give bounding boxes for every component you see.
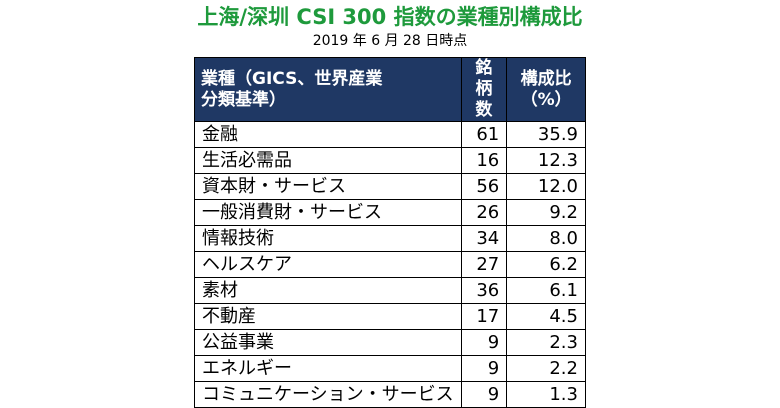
composition-ratio: 2.2 <box>506 355 586 382</box>
sector-name: 資本財・サービス <box>194 173 462 200</box>
header-sector-line2: 分類基準） <box>201 89 286 110</box>
header-count: 銘柄数 <box>460 57 508 122</box>
sector-name: 公益事業 <box>194 329 462 356</box>
stock-count: 9 <box>460 329 508 356</box>
table-row: 生活必需品 16 12.3 <box>194 147 586 174</box>
stock-count: 9 <box>460 355 508 382</box>
composition-ratio: 9.2 <box>506 199 586 226</box>
header-sector: 業種（GICS、世界産業 分類基準） <box>194 57 462 122</box>
composition-ratio: 8.0 <box>506 225 586 252</box>
sector-composition-table: 業種（GICS、世界産業 分類基準） 銘柄数 構成比（%） 金融 61 35.9… <box>194 57 586 408</box>
table-row: 素材 36 6.1 <box>194 277 586 304</box>
stock-count: 34 <box>460 225 508 252</box>
composition-ratio: 2.3 <box>506 329 586 356</box>
sector-name: 生活必需品 <box>194 147 462 174</box>
table-row: 情報技術 34 8.0 <box>194 225 586 252</box>
table-row: 金融 61 35.9 <box>194 121 586 148</box>
sector-name: 素材 <box>194 277 462 304</box>
stock-count: 56 <box>460 173 508 200</box>
sector-name: 金融 <box>194 121 462 148</box>
composition-ratio: 6.1 <box>506 277 586 304</box>
composition-ratio: 1.3 <box>506 381 586 408</box>
stock-count: 61 <box>460 121 508 148</box>
stock-count: 17 <box>460 303 508 330</box>
composition-ratio: 12.0 <box>506 173 586 200</box>
sector-name: 一般消費財・サービス <box>194 199 462 226</box>
table-row: 公益事業 9 2.3 <box>194 329 586 356</box>
stock-count: 27 <box>460 251 508 278</box>
page-title: 上海/深圳 CSI 300 指数の業種別構成比 <box>197 5 583 29</box>
composition-ratio: 35.9 <box>506 121 586 148</box>
table-row: コミュニケーション・サービス 9 1.3 <box>194 381 586 408</box>
stock-count: 9 <box>460 381 508 408</box>
table-body: 金融 61 35.9 生活必需品 16 12.3 資本財・サービス 56 12.… <box>194 121 586 408</box>
sector-name: 不動産 <box>194 303 462 330</box>
composition-ratio: 12.3 <box>506 147 586 174</box>
table-row: ヘルスケア 27 6.2 <box>194 251 586 278</box>
stock-count: 16 <box>460 147 508 174</box>
composition-ratio: 6.2 <box>506 251 586 278</box>
sector-name: 情報技術 <box>194 225 462 252</box>
as-of-date: 2019 年 6 月 28 日時点 <box>312 33 468 49</box>
composition-ratio: 4.5 <box>506 303 586 330</box>
table-header-row: 業種（GICS、世界産業 分類基準） 銘柄数 構成比（%） <box>194 57 586 122</box>
sector-name: エネルギー <box>194 355 462 382</box>
table-row: エネルギー 9 2.2 <box>194 355 586 382</box>
sector-name: ヘルスケア <box>194 251 462 278</box>
header-sector-line1: 業種（GICS、世界産業 <box>201 68 383 89</box>
stock-count: 26 <box>460 199 508 226</box>
stock-count: 36 <box>460 277 508 304</box>
header-ratio: 構成比（%） <box>506 57 586 122</box>
table-row: 不動産 17 4.5 <box>194 303 586 330</box>
sector-name: コミュニケーション・サービス <box>194 381 462 408</box>
table-row: 資本財・サービス 56 12.0 <box>194 173 586 200</box>
table-row: 一般消費財・サービス 26 9.2 <box>194 199 586 226</box>
